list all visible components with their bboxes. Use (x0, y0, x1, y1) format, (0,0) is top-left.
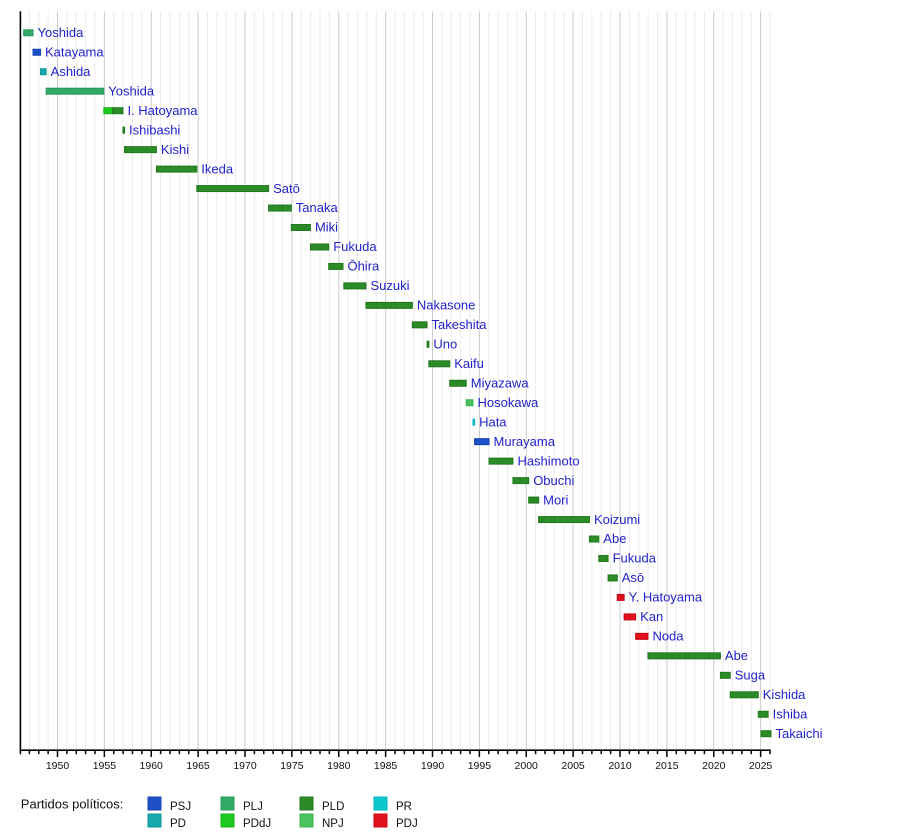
svg-text:Hata: Hata (479, 414, 507, 429)
svg-text:Koizumi: Koizumi (594, 512, 640, 527)
svg-text:PDJ: PDJ (396, 818, 418, 830)
svg-text:Ishibashi: Ishibashi (129, 122, 180, 137)
svg-text:Hashimoto: Hashimoto (517, 453, 579, 468)
svg-text:1970: 1970 (233, 760, 257, 772)
svg-text:Ōhira: Ōhira (347, 259, 380, 274)
svg-text:2020: 2020 (702, 760, 726, 772)
svg-text:1955: 1955 (93, 760, 117, 772)
svg-text:Uno: Uno (433, 337, 457, 352)
svg-text:1980: 1980 (327, 760, 351, 772)
svg-text:Satō: Satō (273, 181, 300, 196)
svg-text:Kaifu: Kaifu (454, 356, 484, 371)
svg-text:Partidos políticos:: Partidos políticos: (21, 797, 124, 812)
svg-text:Ashida: Ashida (51, 64, 92, 79)
svg-text:1950: 1950 (46, 760, 70, 772)
svg-text:Miki: Miki (315, 220, 338, 235)
svg-text:Kishida: Kishida (763, 687, 806, 702)
svg-text:1960: 1960 (140, 760, 164, 772)
svg-text:PLJ: PLJ (243, 801, 263, 813)
svg-text:Abe: Abe (603, 531, 626, 546)
svg-text:Noda: Noda (652, 629, 684, 644)
svg-text:PLD: PLD (322, 801, 344, 813)
svg-text:Suga: Suga (735, 668, 766, 683)
svg-text:2000: 2000 (515, 760, 539, 772)
svg-text:2010: 2010 (608, 760, 632, 772)
svg-text:Miyazawa: Miyazawa (471, 375, 530, 390)
svg-text:Fukuda: Fukuda (333, 239, 377, 254)
svg-text:1965: 1965 (186, 760, 210, 772)
svg-text:Murayama: Murayama (494, 434, 556, 449)
svg-text:Asō: Asō (622, 570, 644, 585)
svg-text:Hosokawa: Hosokawa (478, 395, 539, 410)
svg-text:NPJ: NPJ (322, 818, 344, 830)
svg-text:Nakasone: Nakasone (417, 298, 476, 313)
svg-text:Yoshida: Yoshida (108, 83, 155, 98)
svg-text:PD: PD (170, 818, 186, 830)
svg-text:Ishiba: Ishiba (773, 706, 808, 721)
svg-text:2015: 2015 (655, 760, 679, 772)
svg-text:2025: 2025 (749, 760, 773, 772)
svg-text:Kishi: Kishi (161, 142, 189, 157)
svg-text:2005: 2005 (561, 760, 585, 772)
svg-text:1995: 1995 (468, 760, 492, 772)
svg-text:Abe: Abe (725, 648, 748, 663)
svg-text:Tanaka: Tanaka (296, 200, 339, 215)
svg-text:1975: 1975 (280, 760, 304, 772)
svg-text:Katayama: Katayama (45, 44, 104, 59)
svg-text:PSJ: PSJ (170, 801, 191, 813)
svg-text:Y. Hatoyama: Y. Hatoyama (629, 590, 703, 605)
svg-text:Mori: Mori (543, 492, 568, 507)
svg-text:Ikeda: Ikeda (201, 161, 234, 176)
svg-text:Kan: Kan (640, 609, 663, 624)
svg-text:PR: PR (396, 801, 412, 813)
svg-text:Fukuda: Fukuda (613, 551, 657, 566)
svg-text:Obuchi: Obuchi (533, 473, 574, 488)
svg-text:Takeshita: Takeshita (432, 317, 488, 332)
svg-text:1985: 1985 (374, 760, 398, 772)
svg-text:Yoshida: Yoshida (38, 25, 85, 40)
svg-text:PDdJ: PDdJ (243, 818, 271, 830)
svg-text:Takaichi: Takaichi (776, 726, 823, 741)
svg-text:I. Hatoyama: I. Hatoyama (127, 103, 198, 118)
svg-text:1990: 1990 (421, 760, 445, 772)
svg-text:Suzuki: Suzuki (370, 278, 409, 293)
